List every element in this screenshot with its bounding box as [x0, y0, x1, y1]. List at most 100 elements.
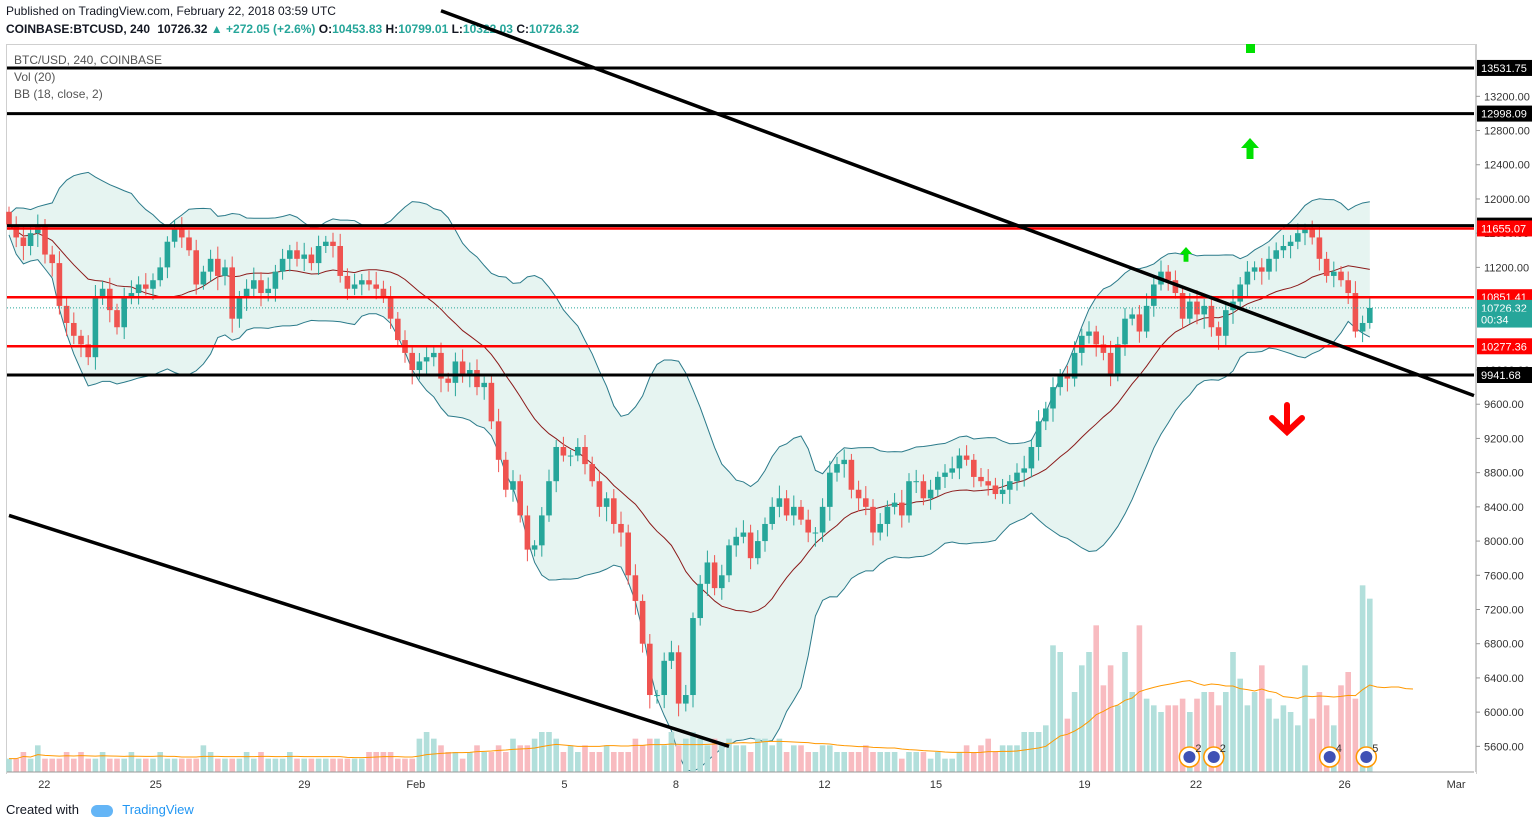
volume-bar — [1323, 705, 1330, 772]
volume-bar — [769, 745, 775, 772]
candle-body — [776, 498, 783, 507]
candle-body — [1165, 271, 1171, 281]
volume-bar — [452, 752, 459, 772]
volume-bar — [474, 745, 480, 772]
candle-body — [1043, 408, 1049, 422]
candle-body — [690, 618, 696, 696]
candle-body — [495, 421, 502, 460]
candle-body — [863, 498, 869, 507]
volume-bar — [733, 745, 739, 772]
volume-bar — [596, 752, 603, 772]
volume-bar — [71, 758, 77, 772]
level-price-tag — [1477, 105, 1532, 122]
volume-bar — [877, 752, 883, 772]
candle-body — [99, 288, 106, 298]
candle-body — [546, 481, 552, 516]
price-tick-label: 12800.00 — [1484, 126, 1530, 138]
volume-bar — [935, 752, 941, 772]
volume-bar — [956, 752, 963, 772]
volume-bar — [978, 745, 984, 772]
candle-body — [42, 224, 48, 255]
green-up-arrow-icon — [1241, 138, 1259, 159]
volume-bar — [762, 738, 768, 772]
candle-body — [899, 502, 905, 516]
volume-bar — [1143, 698, 1150, 772]
candle-body — [1143, 305, 1150, 332]
volume-bar — [531, 738, 538, 772]
volume-bar — [344, 758, 351, 772]
volume-bar — [395, 758, 401, 772]
volume-bar — [301, 758, 307, 772]
candle-body — [459, 361, 466, 375]
time-tick-label: 8 — [673, 779, 679, 791]
candle-body — [1259, 267, 1265, 272]
candle-body — [128, 293, 135, 298]
candle-body — [423, 357, 430, 362]
candle-body — [1287, 241, 1294, 246]
candle-body — [373, 284, 379, 289]
volume-bar — [1280, 705, 1287, 772]
candle-body — [539, 515, 545, 546]
time-tick-label: 19 — [1078, 779, 1090, 791]
candle-body — [553, 446, 559, 482]
time-tick-label: 26 — [1339, 779, 1351, 791]
volume-bar — [150, 758, 156, 772]
volume-bar — [315, 758, 322, 772]
volume-bar — [1158, 712, 1164, 772]
tradingview-logo-icon — [90, 804, 113, 817]
candle-body — [387, 297, 394, 319]
candle-body — [891, 502, 898, 507]
candle-body — [942, 472, 948, 477]
volume-bar — [431, 738, 437, 772]
candle-body — [603, 498, 610, 507]
candle-body — [1122, 318, 1128, 345]
candle-body — [179, 228, 185, 238]
candle-body — [783, 498, 790, 516]
volume-bar — [1287, 712, 1294, 772]
candle-body — [272, 271, 279, 289]
candle-body — [135, 284, 142, 294]
candle-body — [711, 562, 718, 589]
volume-bar — [1295, 725, 1301, 772]
candle-body — [625, 532, 631, 576]
volume-bar — [359, 758, 365, 772]
volume-bar — [49, 758, 55, 772]
volume-bar — [366, 752, 372, 772]
event-flag-icon — [1183, 751, 1196, 763]
volume-bar — [675, 745, 682, 772]
volume-bar — [323, 758, 329, 772]
candle-body — [207, 258, 214, 272]
volume-bar — [963, 745, 970, 772]
volume-bar — [1194, 698, 1200, 772]
candle-body — [639, 600, 646, 644]
candle-body — [524, 515, 531, 550]
candle-body — [1352, 293, 1359, 332]
volume-bar — [1251, 692, 1258, 772]
volume-bar — [380, 752, 387, 772]
volume-bar — [589, 752, 595, 772]
volume-bar — [6, 758, 12, 772]
volume-bar — [603, 745, 610, 772]
candle-body — [1244, 271, 1251, 285]
volume-bar — [1057, 652, 1063, 772]
time-tick-label: 25 — [150, 779, 162, 791]
volume-bar — [1302, 665, 1308, 772]
volume-bar — [690, 732, 696, 772]
volume-bar — [1179, 698, 1186, 772]
volume-bar — [13, 758, 19, 772]
price-tick-label: 5600.00 — [1484, 741, 1524, 753]
high-value: 10799.01 — [398, 22, 449, 36]
tradingview-brand[interactable]: TradingView — [122, 802, 194, 817]
candle-body — [582, 446, 588, 465]
candle-body — [301, 254, 307, 259]
volume-bar — [1172, 705, 1179, 772]
volume-bar — [791, 745, 797, 772]
volume-bar — [704, 745, 711, 772]
candle-body — [1179, 293, 1186, 319]
volume-bar — [1093, 625, 1099, 772]
chart-legend: BTC/USD, 240, COINBASE Vol (20) BB (18, … — [14, 52, 162, 103]
candle-body — [488, 382, 495, 422]
chart-svg[interactable]: 2 2 4 5 5600.006000.006400.006800.007200.007… — [0, 0, 1538, 800]
candle-body — [395, 318, 401, 341]
volume-bar — [265, 758, 271, 772]
